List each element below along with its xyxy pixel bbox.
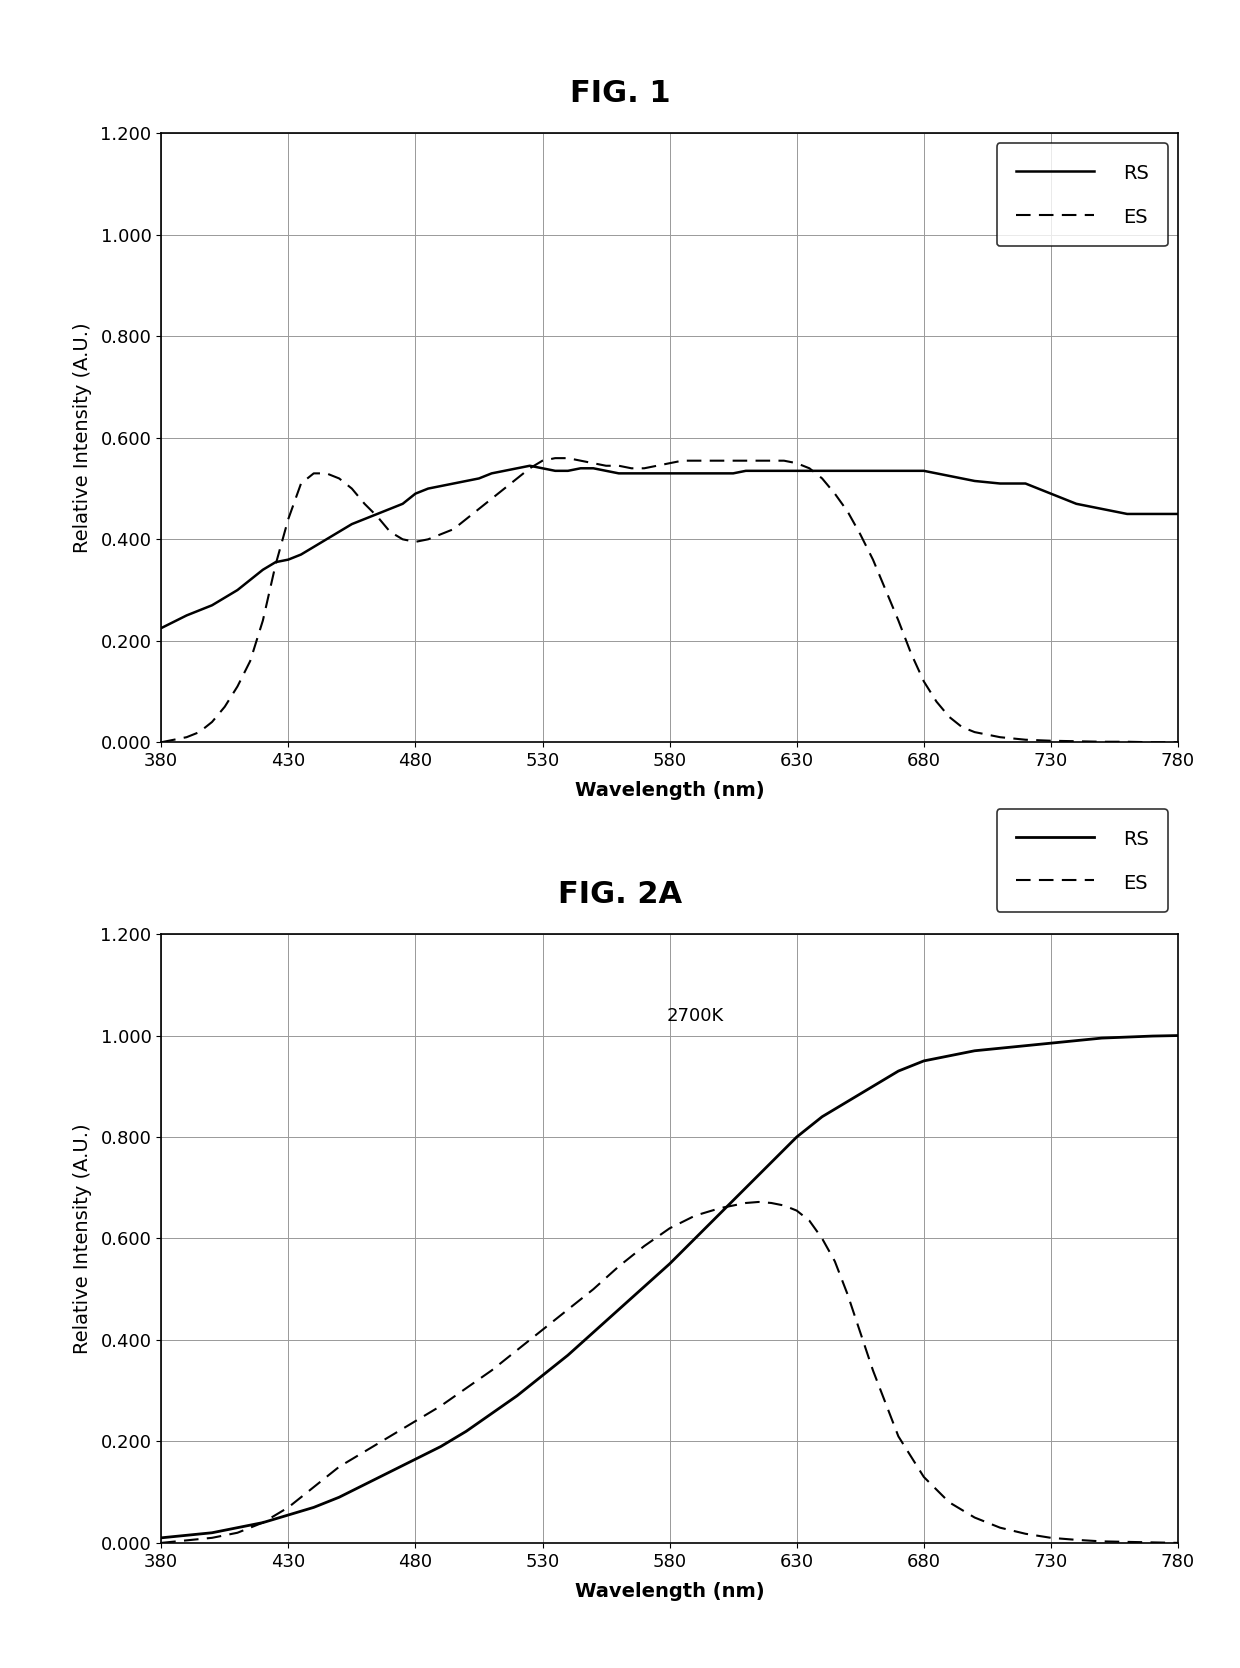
Text: 2700K: 2700K xyxy=(666,1007,724,1026)
Text: FIG. 1: FIG. 1 xyxy=(569,80,671,108)
X-axis label: Wavelength (nm): Wavelength (nm) xyxy=(575,1581,764,1601)
Text: FIG. 2A: FIG. 2A xyxy=(558,881,682,909)
X-axis label: Wavelength (nm): Wavelength (nm) xyxy=(575,781,764,801)
Legend: RS, ES: RS, ES xyxy=(997,143,1168,247)
Legend: RS, ES: RS, ES xyxy=(997,809,1168,912)
Y-axis label: Relative Intensity (A.U.): Relative Intensity (A.U.) xyxy=(73,322,92,554)
Y-axis label: Relative Intensity (A.U.): Relative Intensity (A.U.) xyxy=(73,1123,92,1354)
